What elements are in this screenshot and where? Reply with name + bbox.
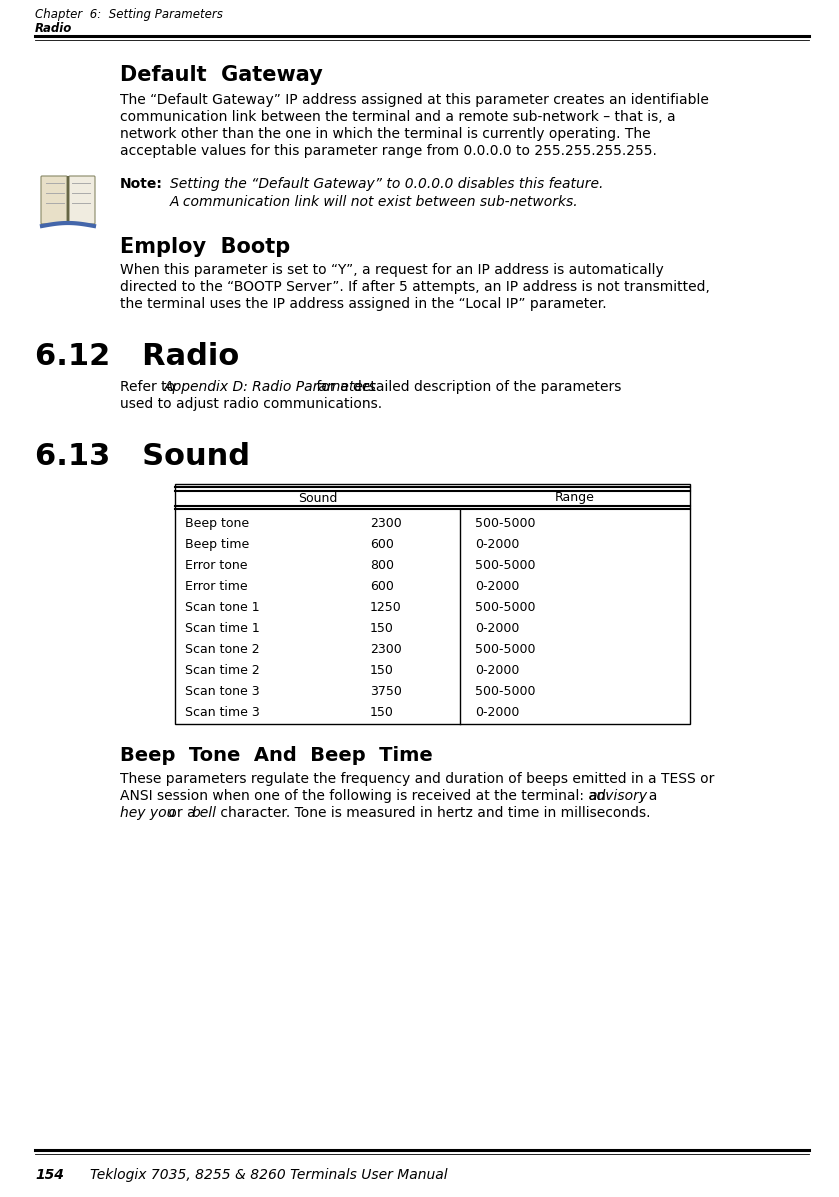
Text: acceptable values for this parameter range from 0.0.0.0 to 255.255.255.255.: acceptable values for this parameter ran… bbox=[120, 144, 657, 158]
Text: Note:: Note: bbox=[120, 177, 163, 192]
Text: Appendix D: Radio Parameters: Appendix D: Radio Parameters bbox=[164, 379, 377, 394]
Text: or a: or a bbox=[164, 806, 200, 820]
Text: 600: 600 bbox=[370, 537, 393, 551]
Text: Teklogix 7035, 8255 & 8260 Terminals User Manual: Teklogix 7035, 8255 & 8260 Terminals Use… bbox=[90, 1168, 448, 1181]
Text: Default  Gateway: Default Gateway bbox=[120, 65, 323, 85]
Text: 0-2000: 0-2000 bbox=[475, 537, 519, 551]
Text: 0-2000: 0-2000 bbox=[475, 581, 519, 593]
Text: Beep tone: Beep tone bbox=[185, 517, 249, 530]
Text: 150: 150 bbox=[370, 706, 393, 719]
Text: the terminal uses the IP address assigned in the “Local IP” parameter.: the terminal uses the IP address assigne… bbox=[120, 297, 607, 311]
Text: 1250: 1250 bbox=[370, 601, 402, 614]
Text: Error tone: Error tone bbox=[185, 559, 248, 572]
Text: for a detailed description of the parameters: for a detailed description of the parame… bbox=[312, 379, 622, 394]
FancyBboxPatch shape bbox=[41, 176, 67, 224]
Text: used to adjust radio communications.: used to adjust radio communications. bbox=[120, 397, 382, 411]
Text: Beep  Tone  And  Beep  Time: Beep Tone And Beep Time bbox=[120, 746, 433, 765]
Text: The “Default Gateway” IP address assigned at this parameter creates an identifia: The “Default Gateway” IP address assigne… bbox=[120, 93, 709, 107]
Text: advisory: advisory bbox=[588, 789, 647, 803]
Text: Scan time 1: Scan time 1 bbox=[185, 622, 260, 634]
Text: hey you: hey you bbox=[120, 806, 175, 820]
Text: Radio: Radio bbox=[35, 22, 72, 35]
Text: These parameters regulate the frequency and duration of beeps emitted in a TESS : These parameters regulate the frequency … bbox=[120, 772, 714, 786]
Text: 2300: 2300 bbox=[370, 643, 402, 656]
Text: 150: 150 bbox=[370, 622, 393, 634]
Text: directed to the “BOOTP Server”. If after 5 attempts, an IP address is not transm: directed to the “BOOTP Server”. If after… bbox=[120, 280, 710, 294]
Text: Range: Range bbox=[555, 492, 595, 504]
Text: When this parameter is set to “Y”, a request for an IP address is automatically: When this parameter is set to “Y”, a req… bbox=[120, 263, 664, 277]
Text: network other than the one in which the terminal is currently operating. The: network other than the one in which the … bbox=[120, 127, 650, 141]
Bar bbox=[175, 484, 690, 724]
Text: 150: 150 bbox=[370, 664, 393, 678]
Text: Error time: Error time bbox=[185, 581, 248, 593]
Text: Employ  Bootp: Employ Bootp bbox=[120, 237, 290, 257]
Text: 600: 600 bbox=[370, 581, 393, 593]
Text: 2300: 2300 bbox=[370, 517, 402, 530]
Text: 0-2000: 0-2000 bbox=[475, 706, 519, 719]
Text: 6.13   Sound: 6.13 Sound bbox=[35, 442, 250, 470]
Text: 500-5000: 500-5000 bbox=[475, 559, 535, 572]
Text: 800: 800 bbox=[370, 559, 394, 572]
Text: communication link between the terminal and a remote sub-network – that is, a: communication link between the terminal … bbox=[120, 110, 675, 124]
FancyBboxPatch shape bbox=[69, 176, 95, 224]
Text: 3750: 3750 bbox=[370, 685, 402, 698]
Text: Scan tone 2: Scan tone 2 bbox=[185, 643, 259, 656]
Text: Setting the “Default Gateway” to 0.0.0.0 disables this feature.: Setting the “Default Gateway” to 0.0.0.0… bbox=[170, 177, 603, 192]
Text: 500-5000: 500-5000 bbox=[475, 685, 535, 698]
Text: Sound: Sound bbox=[298, 492, 337, 504]
Text: 154: 154 bbox=[35, 1168, 64, 1181]
Text: Scan time 3: Scan time 3 bbox=[185, 706, 260, 719]
Text: 0-2000: 0-2000 bbox=[475, 664, 519, 678]
Text: 500-5000: 500-5000 bbox=[475, 643, 535, 656]
Text: Beep time: Beep time bbox=[185, 537, 249, 551]
Text: 0-2000: 0-2000 bbox=[475, 622, 519, 634]
Text: 500-5000: 500-5000 bbox=[475, 517, 535, 530]
Text: Scan tone 1: Scan tone 1 bbox=[185, 601, 259, 614]
Text: Scan time 2: Scan time 2 bbox=[185, 664, 260, 678]
Text: , a: , a bbox=[640, 789, 658, 803]
Text: Chapter  6:  Setting Parameters: Chapter 6: Setting Parameters bbox=[35, 8, 223, 22]
Text: Scan tone 3: Scan tone 3 bbox=[185, 685, 259, 698]
Text: A communication link will not exist between sub-networks.: A communication link will not exist betw… bbox=[170, 195, 579, 209]
Text: bell: bell bbox=[192, 806, 217, 820]
Text: 500-5000: 500-5000 bbox=[475, 601, 535, 614]
Text: Refer to: Refer to bbox=[120, 379, 180, 394]
Text: 6.12   Radio: 6.12 Radio bbox=[35, 342, 239, 371]
Text: character. Tone is measured in hertz and time in milliseconds.: character. Tone is measured in hertz and… bbox=[216, 806, 650, 820]
Text: ANSI session when one of the following is received at the terminal: an: ANSI session when one of the following i… bbox=[120, 789, 610, 803]
